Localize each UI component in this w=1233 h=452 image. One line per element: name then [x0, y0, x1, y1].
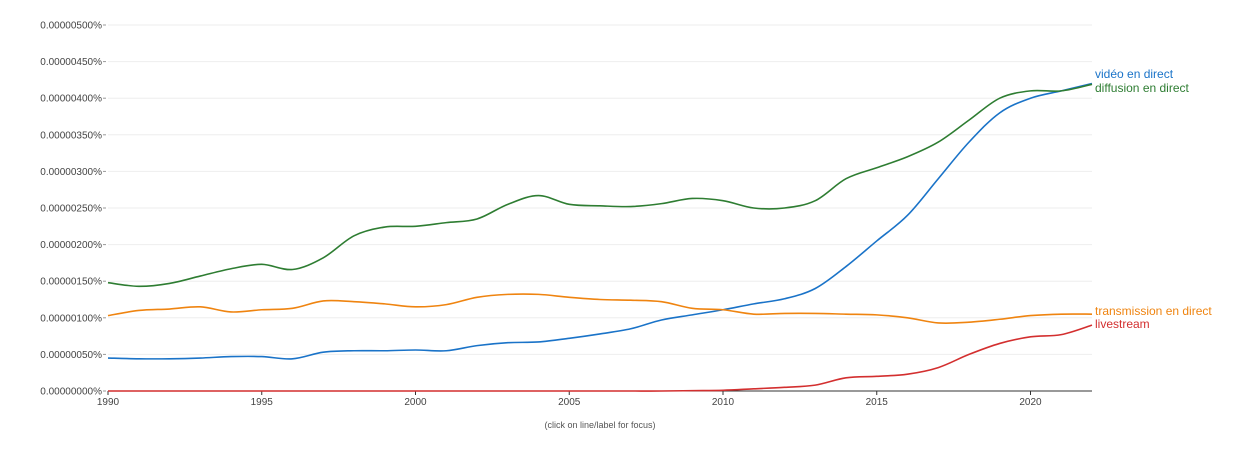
y-tick-label: 0.00000000% [40, 387, 102, 398]
y-tick-label: 0.00000050% [40, 350, 102, 361]
y-tick-label: 0.00000400% [40, 94, 102, 105]
focus-hint: (click on line/label for focus) [544, 420, 655, 430]
x-tick-label: 2010 [712, 397, 735, 408]
y-tick-label: 0.00000200% [40, 240, 102, 251]
series-line-vid-o-en-direct[interactable] [107, 82, 1093, 360]
grid-lines [108, 24, 1092, 355]
x-tick-label: 2020 [1019, 397, 1042, 408]
y-tick-label: 0.00000250% [40, 204, 102, 215]
x-tick-label: 2000 [404, 397, 427, 408]
x-tick-label: 2005 [558, 397, 581, 408]
y-tick-label: 0.00000300% [40, 167, 102, 178]
x-axis: 1990 1995 2000 2005 2010 2015 2020 [97, 390, 1092, 408]
y-tick-label: 0.00000450% [40, 57, 102, 68]
y-tick-label: 0.00000150% [40, 277, 102, 288]
x-tick-label: 1995 [251, 397, 274, 408]
x-tick-label: 1990 [97, 397, 120, 408]
series-line-livestream[interactable] [108, 324, 1093, 392]
y-axis: 0.00000000% 0.00000050% 0.00000100% 0.00000… [40, 21, 106, 398]
series-line-diffusion-en-direct[interactable] [107, 83, 1093, 288]
y-tick-label: 0.00000500% [40, 21, 102, 32]
series-label-transmission-en-direct[interactable]: transmission en direct [1095, 304, 1212, 318]
series-line-transmission-en-direct[interactable] [107, 293, 1093, 325]
y-tick-label: 0.00000350% [40, 130, 102, 141]
series-label-vid-o-en-direct[interactable]: vidéo en direct [1095, 67, 1174, 81]
series-lines[interactable] [107, 82, 1093, 392]
y-tick-label: 0.00000100% [40, 313, 102, 324]
series-label-diffusion-en-direct[interactable]: diffusion en direct [1095, 81, 1190, 95]
x-tick-label: 2015 [866, 397, 889, 408]
series-label-livestream[interactable]: livestream [1095, 317, 1150, 331]
